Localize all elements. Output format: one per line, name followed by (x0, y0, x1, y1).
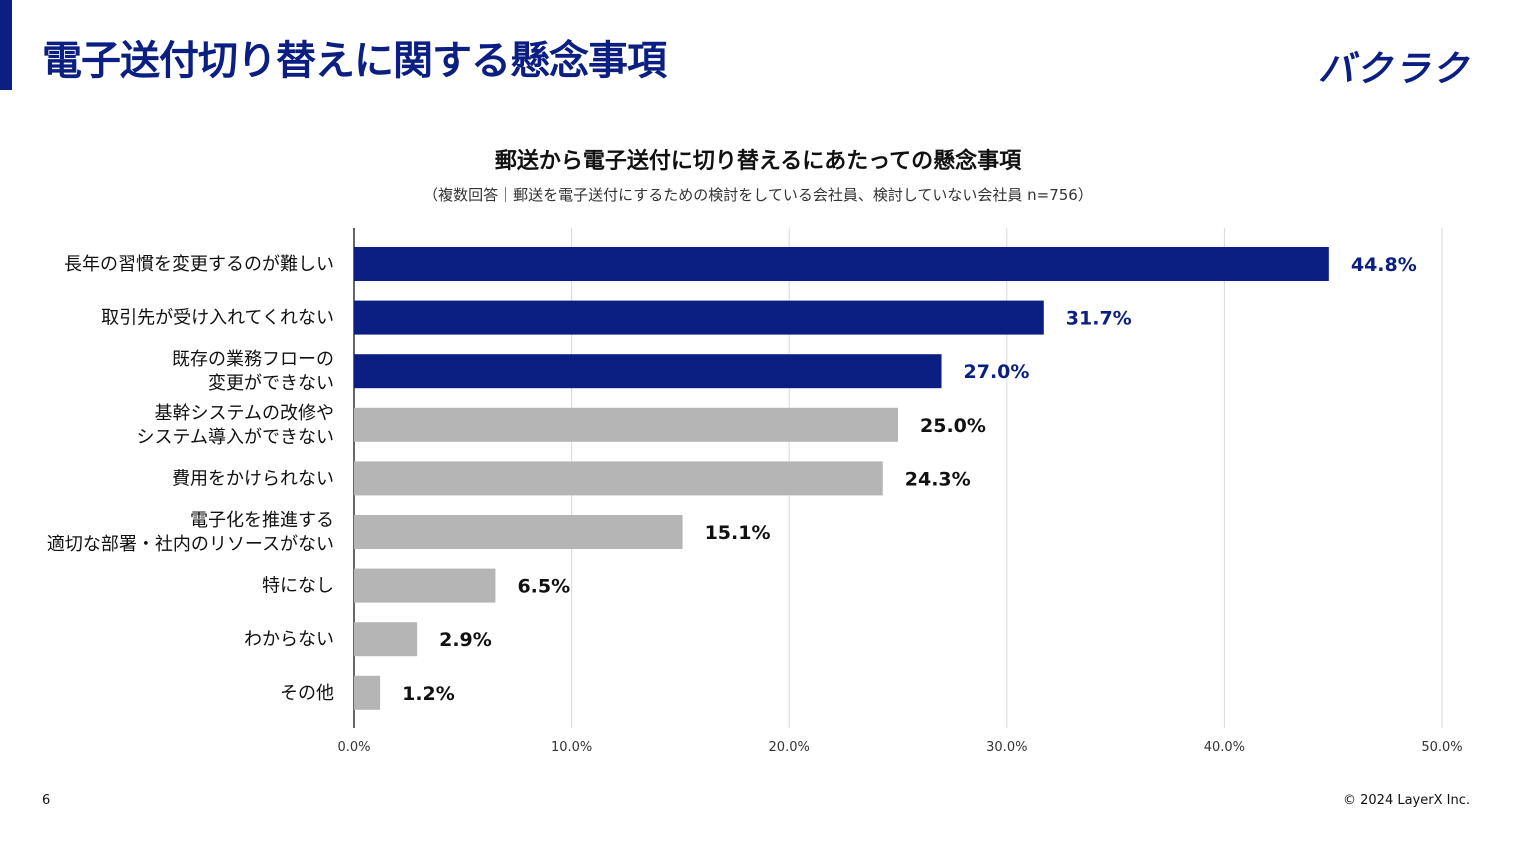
category-label: 電子化を推進する適切な部署・社内のリソースがない (47, 510, 334, 555)
bar (354, 515, 683, 549)
chart-subtitle: （複数回答｜郵送を電子送付にするための検討をしている会社員、検討していない会社員… (423, 186, 1093, 204)
category-label-line: 取引先が受け入れてくれない (101, 308, 334, 329)
category-label-line: その他 (280, 683, 334, 704)
category-label-line: 費用をかけられない (172, 468, 334, 489)
category-label-line: 特になし (262, 576, 334, 597)
category-label-line: わからない (244, 629, 334, 650)
x-tick-label: 10.0% (551, 740, 592, 755)
bar (354, 622, 418, 657)
x-tick-label: 50.0% (1421, 740, 1462, 755)
category-label: 取引先が受け入れてくれない (101, 308, 334, 329)
chart-title: 郵送から電子送付に切り替えるにあたっての懸念事項 (494, 149, 1022, 174)
category-label: その他 (280, 683, 334, 704)
data-label: 2.9% (439, 629, 492, 651)
category-label-line: 基幹システムの改修や (155, 403, 334, 424)
data-label: 31.7% (1066, 308, 1132, 330)
category-label: 既存の業務フローの変更ができない (172, 349, 334, 394)
data-label: 27.0% (964, 361, 1030, 383)
title-accent-bar (0, 0, 12, 90)
data-label: 24.3% (905, 468, 971, 490)
data-label: 15.1% (705, 522, 771, 544)
x-tick-label: 0.0% (337, 740, 370, 755)
category-label-line: 変更ができない (208, 373, 334, 394)
bar (354, 300, 1044, 335)
page-number: 6 (42, 793, 51, 808)
bar (354, 247, 1329, 281)
brand-logo: バクラク (1317, 49, 1470, 90)
slide-title: 電子送付切り替えに関する懸念事項 (42, 38, 667, 84)
category-label-line: 電子化を推進する (190, 510, 334, 531)
category-label: 費用をかけられない (172, 468, 334, 489)
data-label: 44.8% (1351, 254, 1417, 276)
bar (354, 461, 883, 496)
category-label-line: 適切な部署・社内のリソースがない (47, 534, 334, 555)
copyright: © 2024 LayerX Inc. (1343, 793, 1470, 808)
category-label: 基幹システムの改修やシステム導入ができない (137, 403, 334, 448)
data-label: 25.0% (920, 415, 986, 437)
category-label: 特になし (262, 576, 334, 597)
x-tick-label: 40.0% (1204, 740, 1245, 755)
x-tick-label: 20.0% (769, 740, 810, 755)
data-label: 1.2% (402, 683, 455, 705)
bar (354, 675, 381, 710)
x-tick-label: 30.0% (986, 740, 1027, 755)
bar (354, 354, 942, 389)
category-label-line: 長年の習慣を変更するのが難しい (64, 254, 334, 275)
bar (354, 568, 496, 603)
bar (354, 407, 898, 442)
category-label-line: システム導入ができない (137, 427, 334, 448)
data-label: 6.5% (517, 576, 570, 598)
category-label-line: 既存の業務フローの (172, 349, 334, 370)
category-label: わからない (244, 629, 334, 650)
category-label: 長年の習慣を変更するのが難しい (64, 254, 334, 275)
